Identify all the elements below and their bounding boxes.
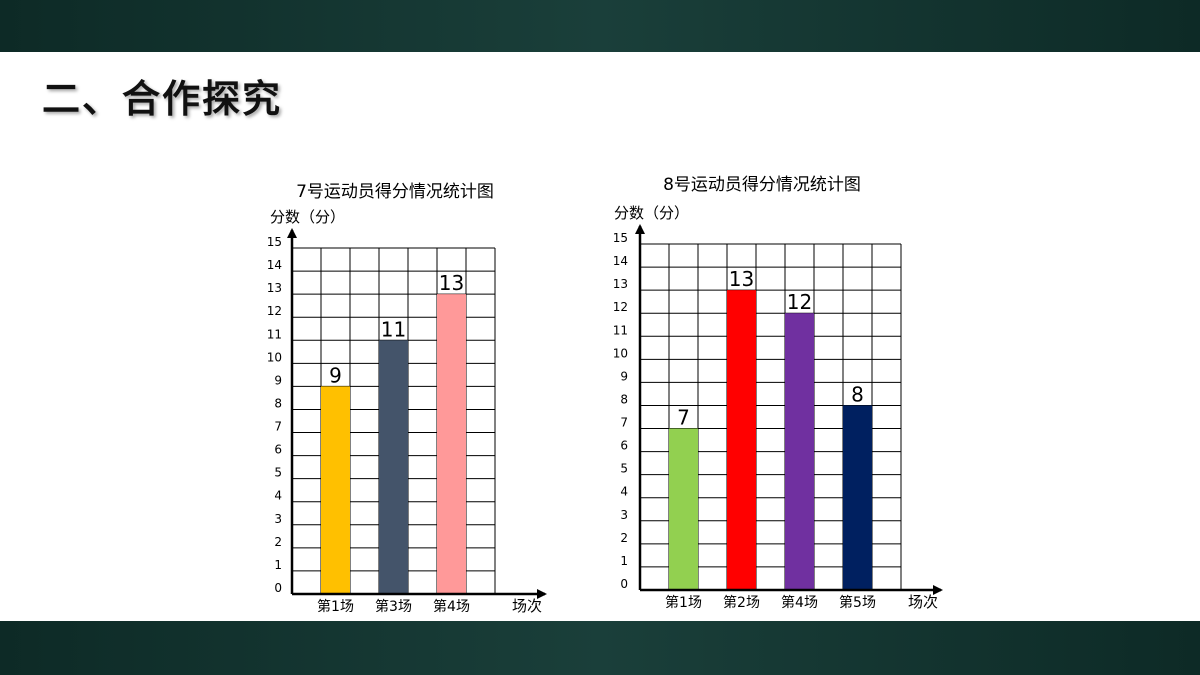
x-tick-label: 第4场 — [433, 598, 470, 615]
chart-title: 7号运动员得分情况统计图 — [296, 182, 494, 202]
y-tick-label: 8 — [274, 396, 282, 410]
y-tick-label: 11 — [613, 323, 628, 337]
y-tick-label: 7 — [274, 420, 282, 434]
y-tick-label: 1 — [274, 558, 282, 572]
x-axis-arrow — [933, 585, 943, 595]
y-tick-label: 4 — [274, 489, 282, 503]
y-tick-label: 5 — [274, 466, 282, 480]
y-tick-label: 14 — [613, 254, 628, 268]
y-tick-label: 3 — [274, 512, 282, 526]
x-tick-label: 第5场 — [839, 594, 876, 611]
y-tick-label: 5 — [620, 462, 628, 476]
y-tick-label: 7 — [620, 416, 628, 430]
bar — [669, 428, 698, 590]
y-tick-label: 4 — [620, 485, 628, 499]
y-tick-label: 6 — [274, 443, 282, 457]
bottom-banner — [0, 621, 1200, 675]
bar — [321, 386, 350, 594]
y-tick-label: 13 — [267, 281, 282, 295]
y-tick-label: 2 — [620, 531, 628, 545]
x-axis-arrow — [537, 589, 547, 599]
y-tick-label: 15 — [267, 235, 282, 249]
x-axis-label: 场次 — [512, 597, 542, 615]
y-tick-label: 15 — [613, 231, 628, 245]
bar — [785, 313, 814, 590]
y-tick-label: 9 — [274, 373, 282, 387]
top-banner — [0, 0, 1200, 52]
y-tick-label: 0 — [620, 577, 628, 591]
data-label: 13 — [439, 271, 464, 295]
y-tick-label: 9 — [620, 369, 628, 383]
y-tick-label: 12 — [613, 300, 628, 314]
x-tick-label: 第2场 — [723, 594, 760, 611]
slide-title: 二、合作探究 — [42, 77, 283, 121]
y-tick-label: 2 — [274, 535, 282, 549]
y-axis-label: 分数（分） — [270, 208, 345, 226]
y-tick-label: 3 — [620, 508, 628, 522]
bar — [379, 340, 408, 594]
x-tick-label: 第1场 — [317, 598, 354, 615]
y-tick-label: 11 — [267, 327, 282, 341]
y-axis-label: 分数（分） — [614, 204, 689, 222]
x-tick-label: 第4场 — [781, 594, 818, 611]
data-label: 12 — [787, 290, 812, 314]
data-label: 11 — [381, 317, 406, 341]
chart-title: 8号运动员得分情况统计图 — [663, 175, 861, 195]
x-axis-label: 场次 — [908, 593, 938, 611]
x-tick-label: 第1场 — [665, 594, 702, 611]
y-tick-label: 0 — [274, 581, 282, 595]
y-axis-arrow — [635, 224, 645, 234]
y-tick-label: 12 — [267, 304, 282, 318]
chart-2: 8号运动员得分情况统计图分数（分）7第1场13第2场12第4场8第5场01234… — [613, 175, 943, 611]
bar — [437, 294, 466, 594]
y-tick-label: 10 — [613, 346, 628, 360]
data-label: 9 — [329, 363, 342, 387]
y-axis-arrow — [287, 228, 297, 238]
y-tick-label: 6 — [620, 439, 628, 453]
y-tick-label: 13 — [613, 277, 628, 291]
y-tick-label: 8 — [620, 392, 628, 406]
y-tick-label: 10 — [267, 350, 282, 364]
data-label: 13 — [729, 267, 754, 291]
chart-1: 7号运动员得分情况统计图分数（分）9第1场11第3场13第4场012345678… — [267, 182, 547, 615]
bar — [843, 405, 872, 590]
bar — [727, 290, 756, 590]
x-tick-label: 第3场 — [375, 598, 412, 615]
y-tick-label: 14 — [267, 258, 282, 272]
data-label: 8 — [851, 382, 864, 406]
y-tick-label: 1 — [620, 554, 628, 568]
data-label: 7 — [677, 406, 690, 430]
